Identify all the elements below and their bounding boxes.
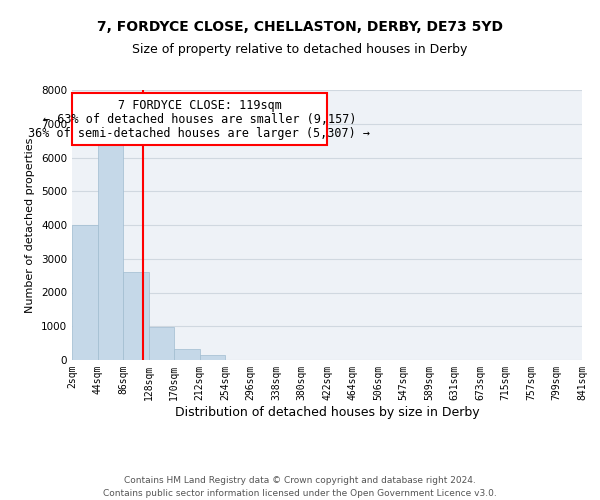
Bar [174,348,200,360]
Text: 7 FORDYCE CLOSE: 119sqm: 7 FORDYCE CLOSE: 119sqm [118,100,281,112]
Text: 7, FORDYCE CLOSE, CHELLASTON, DERBY, DE73 5YD: 7, FORDYCE CLOSE, CHELLASTON, DERBY, DE7… [97,20,503,34]
Text: Contains HM Land Registry data © Crown copyright and database right 2024.
Contai: Contains HM Land Registry data © Crown c… [103,476,497,498]
Bar [200,355,225,360]
Text: 36% of semi-detached houses are larger (5,307) →: 36% of semi-detached houses are larger (… [29,128,371,140]
FancyBboxPatch shape [72,92,327,146]
Text: ← 63% of detached houses are smaller (9,157): ← 63% of detached houses are smaller (9,… [43,112,356,126]
X-axis label: Distribution of detached houses by size in Derby: Distribution of detached houses by size … [175,406,479,418]
Y-axis label: Number of detached properties: Number of detached properties [25,138,35,312]
Bar [123,272,149,360]
Bar [149,328,174,360]
Text: Size of property relative to detached houses in Derby: Size of property relative to detached ho… [133,42,467,56]
Bar [98,137,123,360]
Bar [72,225,98,360]
